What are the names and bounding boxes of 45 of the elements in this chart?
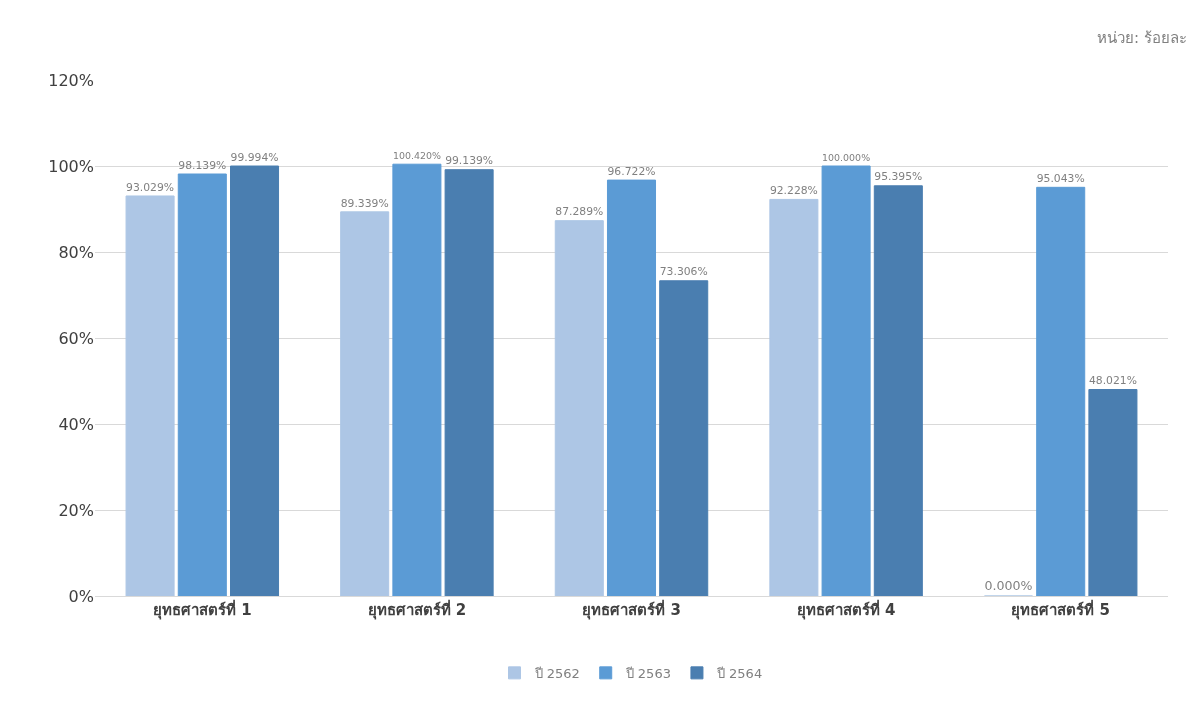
- bar: [392, 163, 442, 596]
- bar: [769, 198, 819, 596]
- data-label: 100.000%: [822, 151, 871, 163]
- data-label: 93.029%: [126, 180, 175, 194]
- bar: [873, 185, 923, 596]
- data-label: 87.289%: [555, 205, 604, 219]
- bar: [230, 165, 280, 596]
- bar: [177, 173, 227, 596]
- data-label: 96.722%: [607, 164, 656, 178]
- bar: [659, 280, 709, 596]
- legend-label: ปี 2564: [715, 665, 763, 681]
- y-tick-label: 0%: [68, 586, 94, 606]
- bar: [821, 165, 871, 596]
- y-tick-label: 40%: [58, 414, 94, 434]
- legend-label: ปี 2563: [624, 665, 671, 681]
- x-tick-label: ยุทธศาสตร์ที่ 5: [1011, 599, 1111, 620]
- data-label: 95.043%: [1036, 172, 1085, 186]
- x-tick-label: ยุทธศาสตร์ที่ 4: [796, 599, 896, 620]
- bar: [1088, 389, 1138, 596]
- y-tick-label: 60%: [58, 328, 94, 348]
- data-label: 100.420%: [392, 150, 441, 162]
- text: หน่วย: ร้อยละ: [1097, 29, 1187, 47]
- data-label: 99.139%: [445, 154, 494, 168]
- x-tick-label: ยุทธศาสตร์ที่ 1: [152, 599, 252, 620]
- y-tick-label: 20%: [58, 500, 94, 520]
- data-label: 73.306%: [659, 265, 708, 279]
- data-label: 98.139%: [178, 158, 227, 172]
- y-tick-label: 100%: [48, 156, 94, 176]
- bar: [125, 195, 175, 596]
- legend-label: ปี 2562: [533, 665, 580, 681]
- bar: [444, 169, 494, 596]
- bar: [606, 179, 657, 596]
- data-label: 0.000%: [984, 578, 1033, 594]
- data-label: 95.395%: [874, 170, 923, 184]
- bar: [340, 211, 390, 596]
- data-label: 99.994%: [230, 150, 279, 164]
- bar: [1036, 186, 1086, 596]
- data-label: 89.339%: [340, 196, 389, 210]
- bar: [554, 220, 604, 596]
- y-tick-label: 120%: [48, 70, 94, 90]
- x-tick-label: ยุทธศาสตร์ที่ 3: [582, 599, 681, 620]
- x-tick-label: ยุทธศาสตร์ที่ 2: [367, 599, 467, 620]
- data-label: 48.021%: [1088, 374, 1137, 388]
- data-label: 92.228%: [769, 184, 818, 198]
- y-tick-label: 80%: [58, 242, 94, 262]
